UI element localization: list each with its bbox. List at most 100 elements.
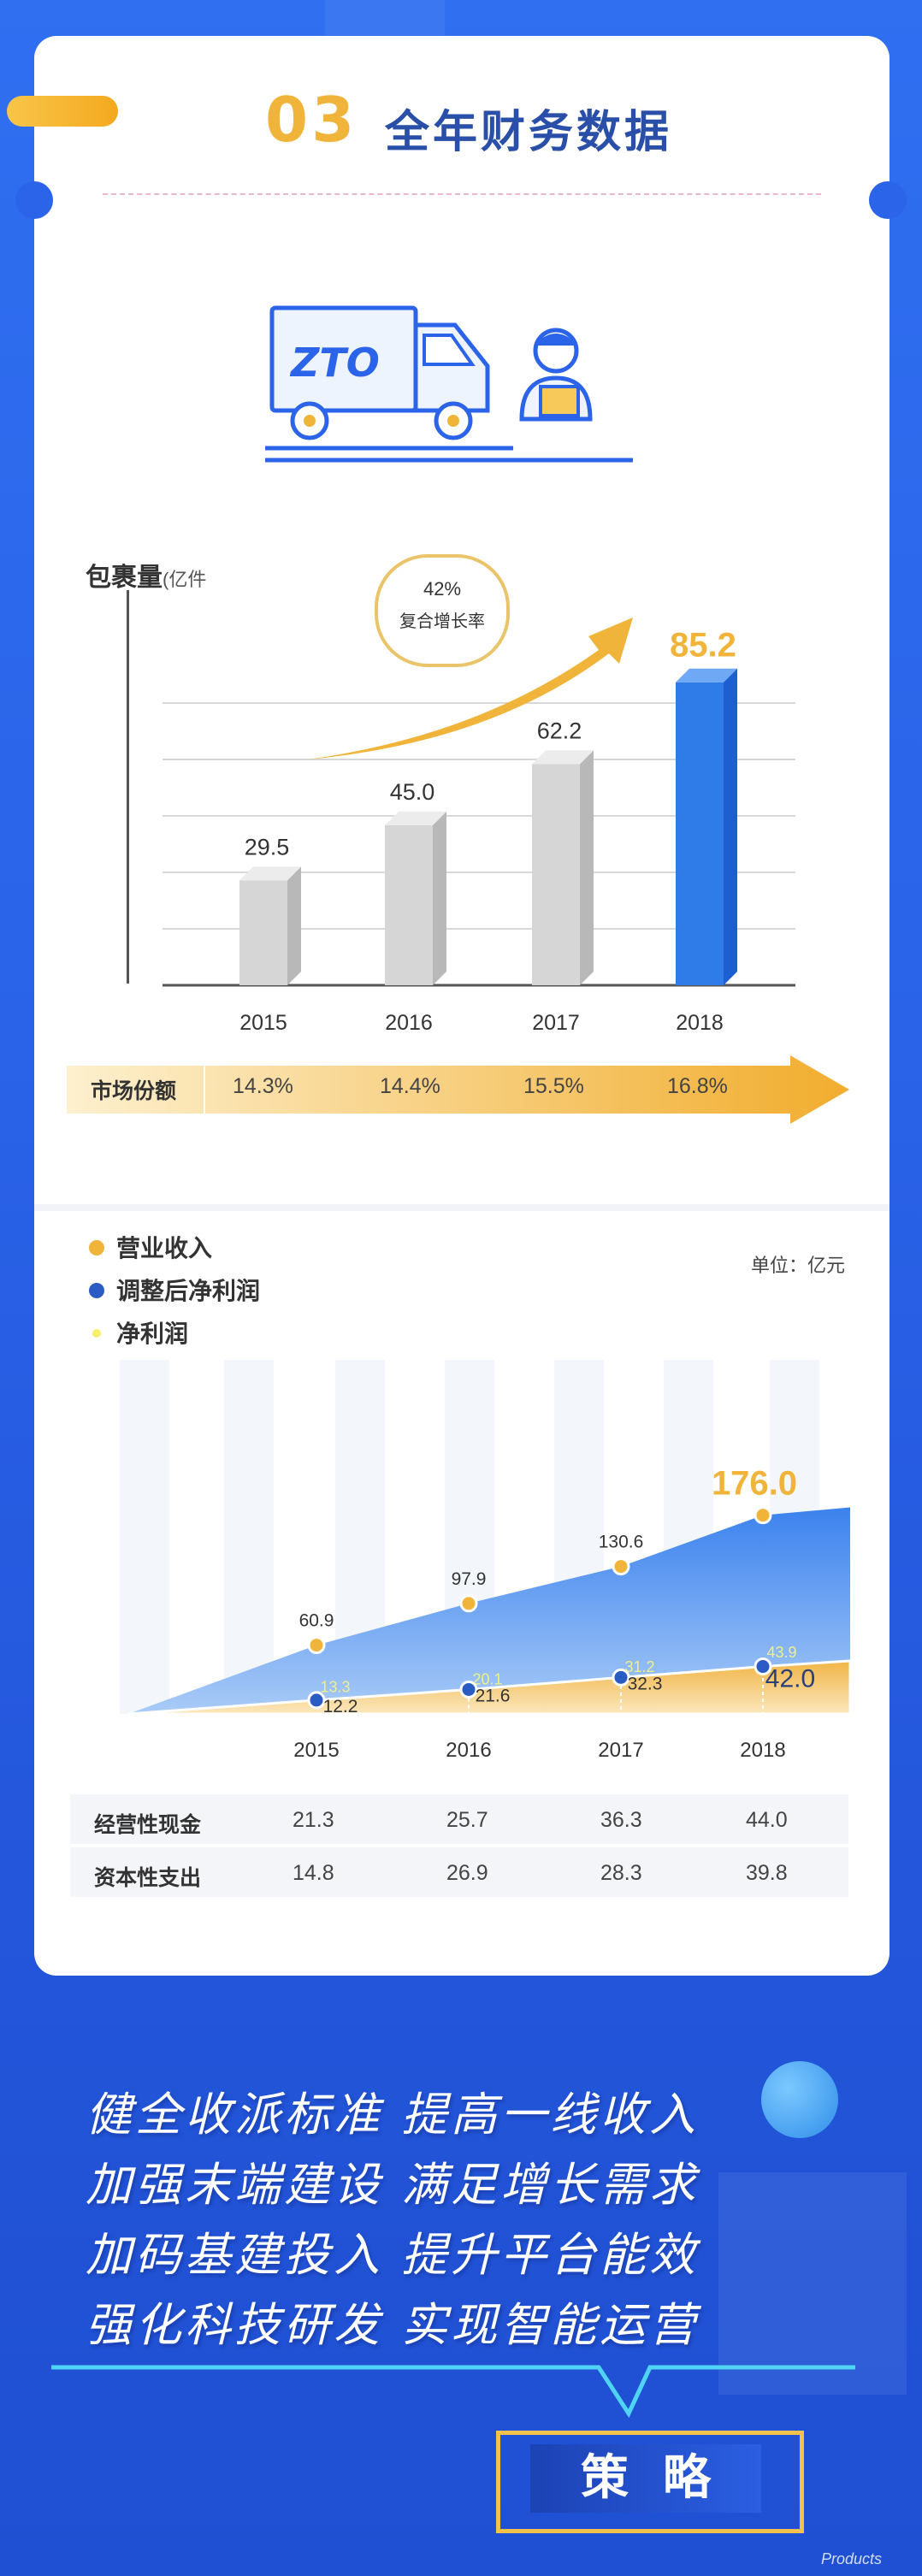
legend-label-revenue: 营业收入 xyxy=(116,1235,213,1261)
table-row-label: 经营性现金 xyxy=(94,1813,202,1837)
share-divider xyxy=(204,1066,205,1114)
x-tick-label: 2018 xyxy=(740,1739,785,1762)
parcel-bar-chart: 29.5 2015 45.0 2016 62.2 2017 85.2 2018 xyxy=(163,617,795,1035)
net-profit-label: 13.3 xyxy=(320,1678,350,1695)
bar-top xyxy=(239,866,301,881)
card-notch xyxy=(869,181,907,219)
cagr-bubble: 42% 复合增长率 xyxy=(375,554,510,667)
x-tick-label: 2015 xyxy=(293,1739,339,1762)
watermark-text: Products xyxy=(821,2550,883,2567)
slogan-line: 加强末端建设 满足增长需求 xyxy=(86,2158,700,2212)
market-share-row: 市场份额 14.3% 14.4% 15.5% 16.8% xyxy=(67,1055,862,1124)
bar xyxy=(676,682,724,985)
revenue-point xyxy=(459,1594,478,1613)
x-tick-label: 2015 xyxy=(239,1011,287,1035)
table-row-label: 资本性支出 xyxy=(94,1866,202,1890)
legend-label-adjusted-profit: 调整后净利润 xyxy=(116,1278,261,1304)
section-number: 03 xyxy=(265,84,358,156)
table-cell: 44.0 xyxy=(746,1808,788,1832)
x-tick-label: 2017 xyxy=(598,1739,643,1762)
truck-brand-text: ZTO xyxy=(289,340,380,386)
delivery-truck-icon: ZTO xyxy=(265,305,633,463)
table-cell: 36.3 xyxy=(600,1808,642,1832)
market-share-value: 15.5% xyxy=(523,1074,584,1098)
revenue-label: 130.6 xyxy=(599,1533,644,1552)
bar-side xyxy=(287,866,301,985)
table-cell: 14.8 xyxy=(293,1861,334,1885)
table-cell: 25.7 xyxy=(446,1808,488,1832)
revenue-label: 97.9 xyxy=(452,1569,487,1589)
finance-area-chart: 60.9 97.9 130.6 176.0 13.3 20.1 31.2 43.9 12.2 21… xyxy=(120,1360,852,1762)
slogan-line: 加码基建投入 提升平台能效 xyxy=(86,2228,700,2282)
strategy-label: 策略 xyxy=(581,2450,745,2506)
background-block xyxy=(325,0,445,43)
bar-value-label: 85.2 xyxy=(670,627,736,665)
table-row-capex: 资本性支出 14.8 26.9 28.3 39.8 xyxy=(70,1847,848,1897)
parcel-chart-unit: (亿件 xyxy=(163,569,207,590)
x-tick-label: 2017 xyxy=(532,1011,580,1035)
table-cell: 26.9 xyxy=(446,1861,488,1885)
decorative-line xyxy=(51,2365,855,2419)
adjusted-profit-point xyxy=(612,1668,630,1687)
table-cell: 21.3 xyxy=(293,1808,334,1832)
bar-side xyxy=(580,750,594,985)
net-profit-label: 43.9 xyxy=(766,1644,796,1661)
adjusted-profit-point xyxy=(459,1680,478,1699)
x-tick-label: 2016 xyxy=(446,1739,491,1762)
finance-unit-label: 单位：亿元 xyxy=(751,1255,846,1276)
x-tick-label: 2016 xyxy=(385,1011,433,1035)
net-profit-label: 31.2 xyxy=(624,1658,654,1675)
market-share-label: 市场份额 xyxy=(91,1079,177,1103)
market-share-value: 14.3% xyxy=(233,1074,293,1098)
table-cell: 28.3 xyxy=(600,1861,642,1885)
adjusted-profit-point xyxy=(307,1691,326,1710)
adjusted-profit-label: 42.0 xyxy=(765,1665,815,1693)
background-stripe xyxy=(120,1360,169,1714)
bar-top xyxy=(532,750,594,765)
revenue-area xyxy=(128,1507,850,1714)
profit-area xyxy=(127,1659,852,1716)
revenue-label: 60.9 xyxy=(299,1611,334,1631)
slogan-line: 健全收派标准 提高一线收入 xyxy=(86,2088,700,2142)
bar xyxy=(239,880,287,985)
section-title: 全年财务数据 xyxy=(385,107,673,158)
bar-value-label: 62.2 xyxy=(537,718,582,743)
background-stripe xyxy=(224,1360,274,1714)
legend-swatch-net-profit xyxy=(92,1329,101,1338)
x-tick-label: 2018 xyxy=(676,1011,724,1035)
market-share-value: 14.4% xyxy=(380,1074,440,1098)
background-block xyxy=(718,2172,907,2395)
revenue-point xyxy=(754,1506,772,1525)
bar-side xyxy=(433,811,446,985)
bar-top xyxy=(676,668,737,682)
net-profit-label: 20.1 xyxy=(472,1670,502,1687)
revenue-label: 176.0 xyxy=(712,1465,797,1503)
card-notch xyxy=(15,181,53,219)
legend-swatch-revenue xyxy=(89,1240,104,1256)
section-divider xyxy=(34,1204,889,1211)
bar-value-label: 45.0 xyxy=(390,779,435,805)
legend-swatch-adjusted-profit xyxy=(89,1283,104,1298)
strategy-frame xyxy=(496,2431,804,2533)
adjusted-profit-point xyxy=(754,1657,772,1676)
market-share-arrow xyxy=(67,1055,849,1124)
bar-side xyxy=(724,668,737,985)
strategy-panel xyxy=(530,2444,761,2513)
dashed-divider xyxy=(103,193,821,195)
parcel-chart-title: 包裹量(亿件 xyxy=(86,556,206,594)
adjusted-profit-label: 12.2 xyxy=(323,1697,358,1716)
parcel-chart-title-text: 包裹量 xyxy=(86,564,163,592)
adjusted-profit-label: 32.3 xyxy=(628,1674,663,1693)
bar-value-label: 29.5 xyxy=(245,834,290,860)
background-bubble xyxy=(761,2061,838,2138)
revenue-point xyxy=(307,1636,326,1655)
table-row-operating-cash: 经营性现金 21.3 25.7 36.3 44.0 xyxy=(70,1794,848,1844)
market-share-value: 16.8% xyxy=(667,1074,728,1098)
cagr-label: 复合增长率 xyxy=(399,612,485,631)
y-axis-line xyxy=(127,590,129,984)
growth-arrow xyxy=(308,617,633,759)
cagr-value: 42% xyxy=(423,578,462,600)
bar xyxy=(385,824,433,985)
adjusted-profit-label: 21.6 xyxy=(476,1686,511,1705)
slogan-line: 强化科技研发 实现智能运营 xyxy=(86,2298,700,2352)
